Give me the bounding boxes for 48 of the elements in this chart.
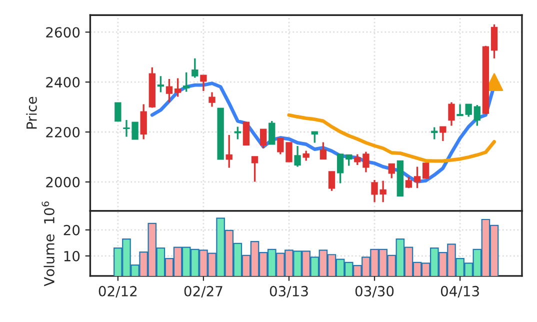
candlestick [388, 163, 395, 180]
candlestick [192, 58, 198, 79]
candlestick [362, 150, 370, 174]
candlestick [226, 134, 232, 169]
y-tick-label: 20 [64, 224, 80, 236]
y-tick-label: 2200 [46, 126, 80, 138]
candlestick [474, 104, 480, 127]
candlestick [200, 74, 207, 92]
candlestick [346, 154, 352, 167]
x-tick-label: 03/13 [270, 286, 308, 298]
candlestick [302, 150, 310, 162]
x-tick-label: 02/12 [98, 286, 137, 298]
candlestick [294, 145, 301, 168]
candlestick [320, 141, 327, 160]
candlestick [242, 122, 250, 146]
candlestick [183, 71, 190, 93]
candlestick [268, 120, 276, 146]
candlestick [311, 130, 318, 144]
candlestick [414, 166, 421, 190]
y-axis-title: Volume 10$^{6}$ [42, 201, 54, 286]
candlestick [465, 103, 472, 118]
candlestick [354, 153, 361, 166]
y-axis-title: Price [26, 96, 37, 129]
candlestick [431, 126, 438, 140]
candlestick [157, 75, 164, 94]
candlestick [328, 170, 336, 192]
y-tick-label: 10 [64, 250, 80, 262]
candlestick [208, 91, 216, 108]
candlestick [174, 77, 182, 98]
candlestick [166, 78, 173, 104]
candlestick [490, 24, 498, 60]
candlestick [140, 103, 147, 140]
candlestick [405, 176, 412, 190]
candlestick [251, 156, 258, 183]
candlestick [114, 102, 122, 122]
candlestick [440, 126, 446, 142]
y-tick-label: 2400 [46, 77, 80, 88]
candlestick [336, 153, 344, 184]
candlestick [234, 126, 241, 140]
candlestick [260, 128, 267, 150]
line-series [287, 113, 496, 163]
y-tick-label: 2000 [46, 176, 80, 188]
x-tick-label: 03/30 [355, 286, 394, 298]
candlestick [422, 162, 430, 179]
y-tick-label: 2600 [46, 27, 80, 38]
x-tick-label: 02/27 [184, 286, 222, 298]
x-tick-label: 04/13 [440, 286, 479, 298]
candlestick [448, 101, 455, 127]
